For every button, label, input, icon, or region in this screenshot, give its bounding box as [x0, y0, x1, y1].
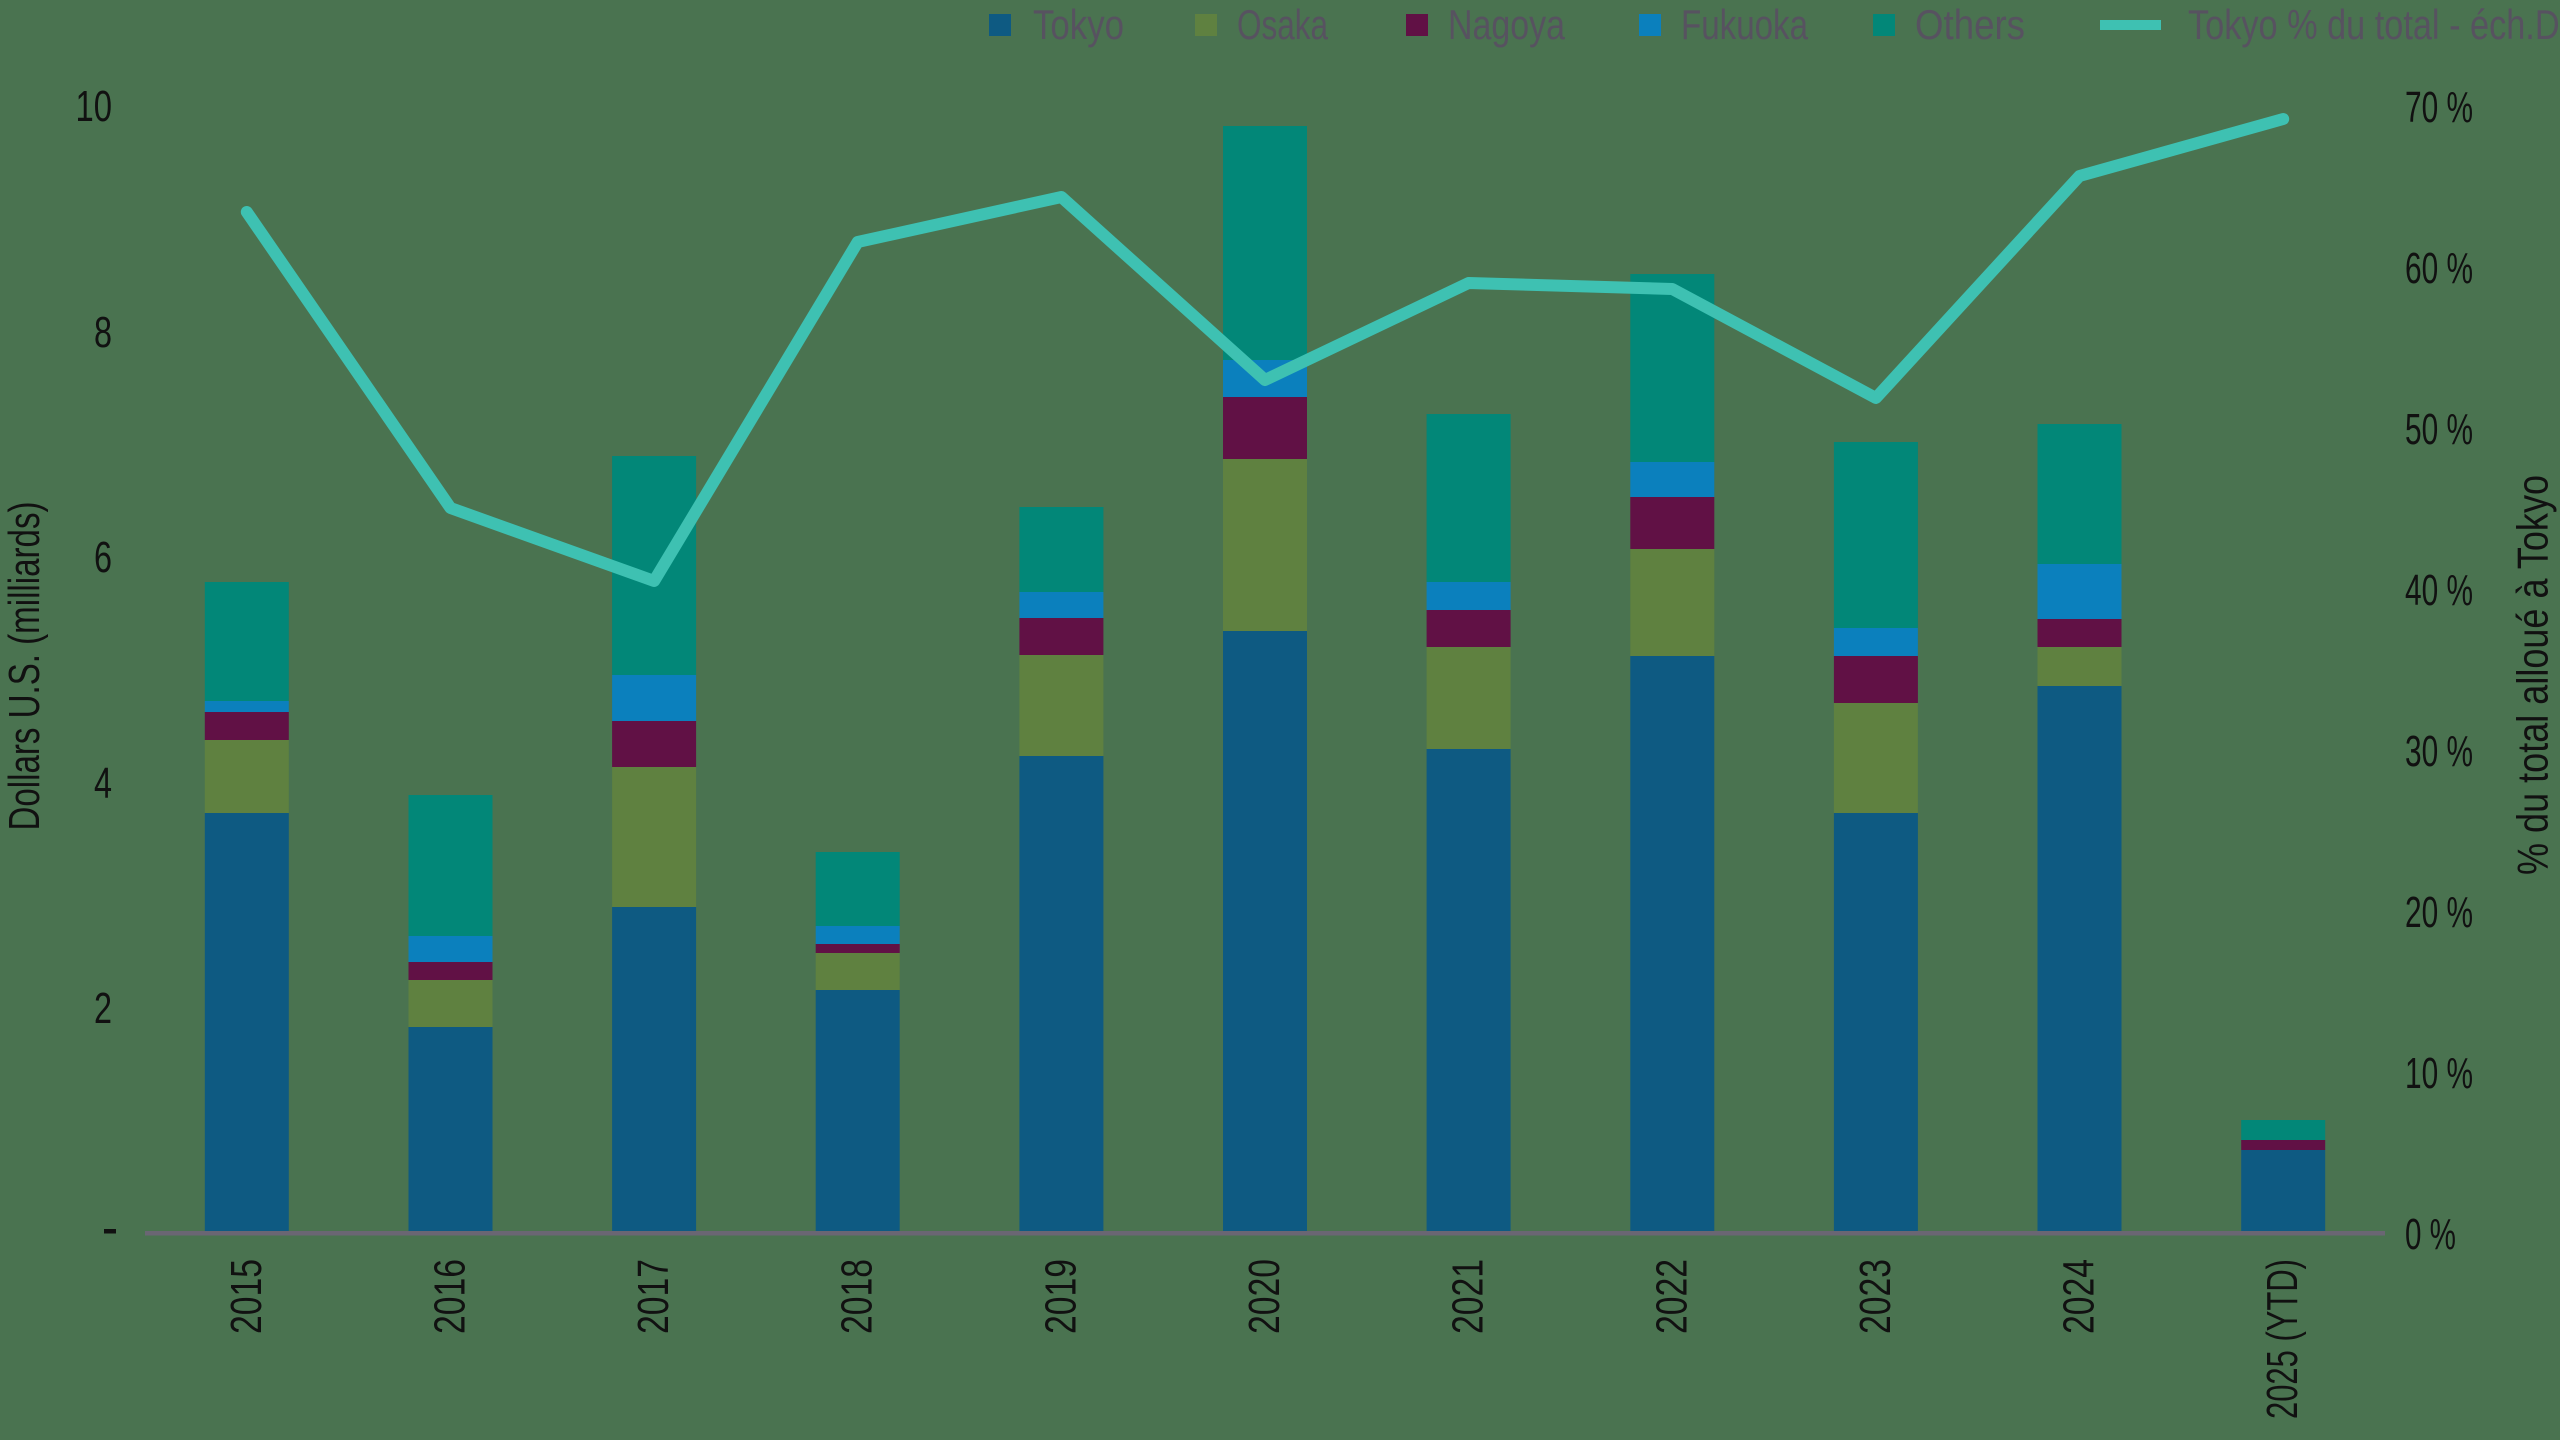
- svg-text:8: 8: [94, 308, 112, 357]
- svg-text:Osaka: Osaka: [1237, 1, 1328, 48]
- svg-text:10: 10: [76, 82, 113, 131]
- svg-text:Dollars U.S. (milliards): Dollars U.S. (milliards): [0, 502, 49, 831]
- svg-text:0 %: 0 %: [2405, 1210, 2456, 1259]
- svg-text:2021: 2021: [1444, 1259, 1493, 1334]
- svg-text:50 %: 50 %: [2405, 405, 2473, 454]
- svg-text:2024: 2024: [2055, 1259, 2104, 1334]
- svg-text:2: 2: [94, 984, 112, 1033]
- svg-text:60 %: 60 %: [2405, 244, 2473, 293]
- svg-text:70 %: 70 %: [2405, 83, 2473, 132]
- svg-text:Tokyo % du total - éch.Dr: Tokyo % du total - éch.Dr: [2188, 1, 2560, 48]
- svg-text:Tokyo: Tokyo: [1033, 1, 1124, 48]
- svg-text:4: 4: [94, 759, 112, 808]
- svg-text:Fukuoka: Fukuoka: [1681, 1, 1809, 48]
- svg-text:Nagoya: Nagoya: [1448, 1, 1566, 48]
- svg-text:2020: 2020: [1240, 1259, 1289, 1334]
- svg-text:30 %: 30 %: [2405, 727, 2473, 776]
- svg-text:2018: 2018: [833, 1259, 882, 1334]
- svg-text:10 %: 10 %: [2405, 1049, 2473, 1098]
- svg-text:2023: 2023: [1851, 1259, 1900, 1334]
- svg-text:% du total alloué à Tokyo: % du total alloué à Tokyo: [2509, 475, 2558, 875]
- svg-text:6: 6: [94, 533, 112, 582]
- svg-text:2019: 2019: [1036, 1259, 1085, 1334]
- svg-text:2015: 2015: [222, 1259, 271, 1334]
- svg-text:2022: 2022: [1647, 1259, 1696, 1334]
- svg-text:2025 (YTD): 2025 (YTD): [2258, 1259, 2307, 1419]
- svg-text:20 %: 20 %: [2405, 888, 2473, 937]
- svg-text:2017: 2017: [629, 1259, 678, 1334]
- svg-text:Others: Others: [1915, 1, 2025, 48]
- svg-text:2016: 2016: [426, 1259, 475, 1334]
- svg-text:40 %: 40 %: [2405, 566, 2473, 615]
